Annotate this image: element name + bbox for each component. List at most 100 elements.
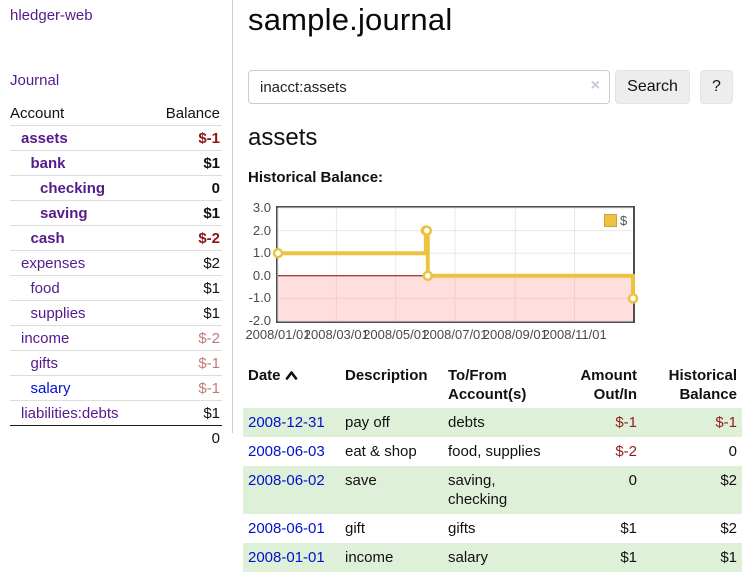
- account-balance-table: Account Balance assets $-1 bank $1 checking 0…: [10, 101, 222, 450]
- search-button[interactable]: Search: [615, 70, 690, 104]
- account-link-supplies[interactable]: supplies: [30, 304, 86, 322]
- cell-balance: 0: [728, 443, 737, 460]
- account-heading: assets: [248, 124, 318, 151]
- sidebar: hledger-web Journal Account Balance asse…: [0, 0, 233, 447]
- sidebar-account-row: gifts $-1: [10, 351, 222, 376]
- help-button[interactable]: ?: [700, 70, 733, 104]
- account-balance: 0: [211, 179, 220, 197]
- cell-amount: $-1: [615, 414, 637, 431]
- account-total-row: 0: [10, 426, 222, 450]
- account-link-saving[interactable]: saving: [40, 204, 88, 222]
- cell-date: 2008-06-02: [243, 466, 340, 514]
- sidebar-account-row: assets $-1: [10, 126, 222, 151]
- brand-link[interactable]: hledger-web: [10, 7, 93, 24]
- cell-balance: $2: [720, 520, 737, 537]
- cell-accounts: saving, checking: [448, 472, 508, 508]
- sidebar-account-row: saving $1: [10, 201, 222, 226]
- register-row: 2008-12-31 pay off debts $-1 $-1: [243, 408, 742, 437]
- account-balance: $1: [203, 154, 220, 172]
- sidebar-account-row: checking 0: [10, 176, 222, 201]
- account-balance: $-2: [198, 229, 220, 247]
- cell-description: gift: [345, 520, 366, 537]
- sidebar-account-row: liabilities:debts $1: [10, 401, 222, 426]
- y-axis-tick-label: 1.0: [252, 245, 271, 261]
- account-link-income[interactable]: income: [21, 329, 70, 347]
- chart-title: Historical Balance:: [248, 169, 384, 186]
- transaction-date-link[interactable]: 2008-06-02: [248, 472, 325, 489]
- cell-balance: $1: [720, 549, 737, 566]
- cell-date: 2008-01-01: [243, 543, 340, 572]
- x-axis-tick-label: 2008/03/01: [303, 327, 369, 342]
- cell-description: pay off: [345, 414, 390, 431]
- account-column-header: Account: [10, 104, 65, 122]
- cell-accounts: gifts: [448, 520, 476, 537]
- search-input[interactable]: [248, 70, 610, 104]
- main-panel: sample.journal × Search ? assets Histori…: [243, 0, 742, 582]
- x-axis-tick-label: 2008/01/01: [245, 327, 311, 342]
- cell-balance: $2: [720, 472, 737, 489]
- account-balance: $1: [203, 404, 220, 422]
- account-link-bank[interactable]: bank: [30, 154, 66, 172]
- sidebar-account-row: food $1: [10, 276, 222, 301]
- description-column-header: Description: [345, 367, 428, 384]
- y-axis-tick-label: 2.0: [252, 222, 271, 238]
- cell-date: 2008-06-01: [243, 514, 340, 543]
- cell-accounts: food, supplies: [448, 443, 541, 460]
- account-balance: $1: [203, 279, 220, 297]
- cell-accounts: debts: [448, 414, 485, 431]
- account-link-liabilities-debts[interactable]: liabilities:debts: [21, 404, 119, 422]
- account-link-food[interactable]: food: [30, 279, 60, 297]
- account-link-checking[interactable]: checking: [40, 179, 106, 197]
- account-balance: $-1: [198, 129, 220, 147]
- search-field-wrap: ×: [248, 70, 610, 104]
- y-axis-tick-label: 3.0: [252, 200, 271, 215]
- cell-balance: $-1: [715, 414, 737, 431]
- cell-amount: $1: [620, 520, 637, 537]
- clear-icon[interactable]: ×: [590, 77, 600, 94]
- cell-date: 2008-06-03: [243, 437, 340, 466]
- account-link-expenses[interactable]: expenses: [21, 254, 86, 272]
- account-table-header: Account Balance: [10, 101, 222, 126]
- account-link-cash[interactable]: cash: [30, 229, 65, 247]
- account-link-gifts[interactable]: gifts: [30, 354, 59, 372]
- date-column-header[interactable]: Date: [243, 360, 340, 408]
- y-axis-tick-label: -1.0: [248, 290, 271, 306]
- chart-legend: $: [603, 212, 629, 229]
- x-axis-tick-label: 2008/09/01: [482, 327, 548, 342]
- sidebar-account-row: income $-2: [10, 326, 222, 351]
- page-title: sample.journal: [248, 2, 453, 37]
- dollar-series-label: $: [620, 213, 628, 228]
- x-axis-tick-label: 2008/05/01: [363, 327, 429, 342]
- balance-column-header: Balance: [165, 104, 220, 122]
- cell-description: income: [345, 549, 394, 566]
- cell-amount: $-2: [615, 443, 637, 460]
- sidebar-account-row: bank $1: [10, 151, 222, 176]
- account-link-salary[interactable]: salary: [30, 379, 71, 397]
- y-axis-tick-label: 0.0: [252, 267, 271, 283]
- account-balance: $-1: [198, 354, 220, 372]
- balance-column-header-register: Historical Balance: [668, 367, 737, 403]
- sort-asc-icon: [285, 367, 298, 386]
- cell-description: eat & shop: [345, 443, 417, 460]
- account-link-assets[interactable]: assets: [21, 129, 68, 147]
- transaction-date-link[interactable]: 2008-06-03: [248, 443, 325, 460]
- register-header-row: Date Description To/From Account(s) Amou…: [243, 360, 742, 408]
- sidebar-account-row: salary $-1: [10, 376, 222, 401]
- account-balance: $1: [203, 304, 220, 322]
- sidebar-account-row: cash $-2: [10, 226, 222, 251]
- sidebar-account-row: supplies $1: [10, 301, 222, 326]
- transaction-date-link[interactable]: 2008-06-01: [248, 520, 325, 537]
- register-row: 2008-06-01 gift gifts $1 $2: [243, 514, 742, 543]
- cell-date: 2008-12-31: [243, 408, 340, 437]
- register-row: 2008-06-03 eat & shop food, supplies $-2 0: [243, 437, 742, 466]
- register-row: 2008-06-02 save saving, checking 0 $2: [243, 466, 742, 514]
- historical-balance-chart: $ 3.0 2.0 1.0 0.0 -1.0 -2.0 2008/01/01 2008/03/…: [243, 195, 742, 353]
- register-row: 2008-01-01 income salary $1 $1: [243, 543, 742, 572]
- cell-description: save: [345, 472, 377, 489]
- total-balance: 0: [211, 429, 220, 447]
- account-balance: $-2: [198, 329, 220, 347]
- register-table: Date Description To/From Account(s) Amou…: [243, 360, 742, 572]
- transaction-date-link[interactable]: 2008-01-01: [248, 549, 325, 566]
- sidebar-item-journal[interactable]: Journal: [10, 72, 60, 89]
- transaction-date-link[interactable]: 2008-12-31: [248, 414, 325, 431]
